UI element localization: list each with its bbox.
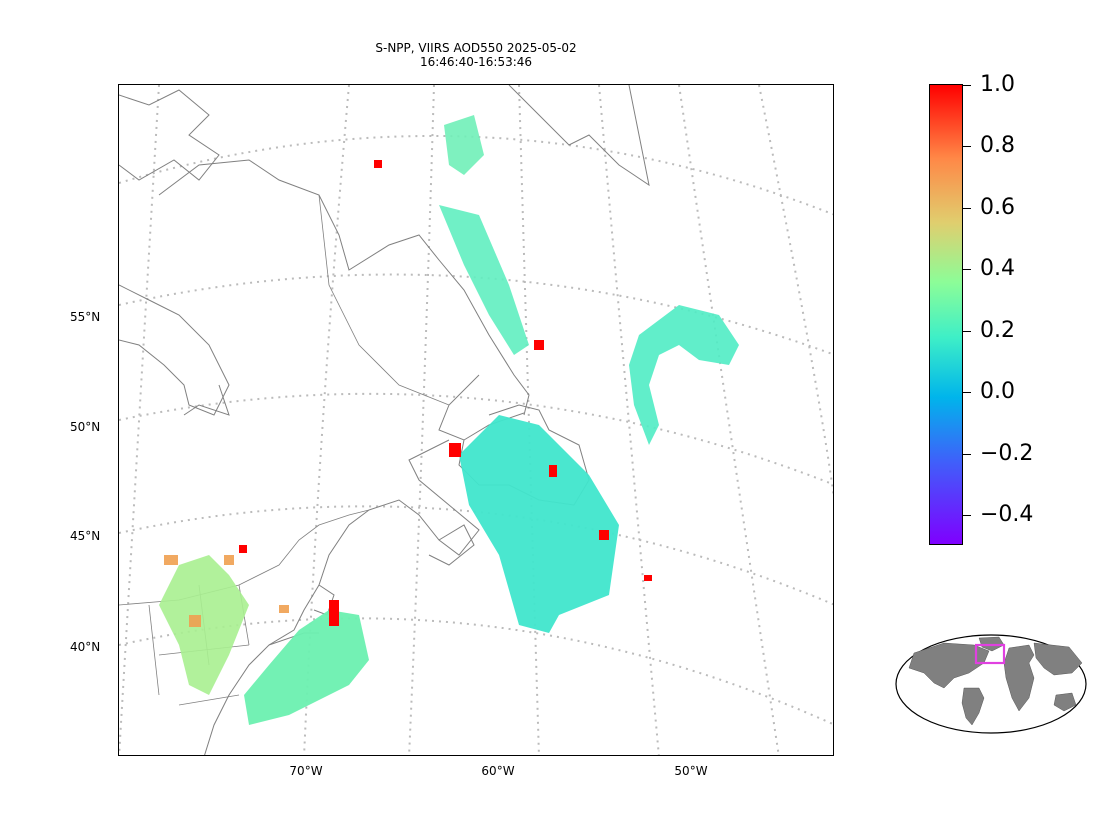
- locator-box: [974, 643, 1006, 665]
- aod-swath-west: [159, 555, 249, 695]
- quebec-labrador-border: [318, 194, 450, 406]
- new-england-coast: [204, 509, 370, 755]
- aod-hotspot-south-1: [644, 575, 652, 581]
- aod-patch-west-1: [164, 555, 178, 565]
- lon-label-70: 70°W: [289, 764, 323, 778]
- colorbar-tick-5: [963, 331, 971, 332]
- borders: [119, 194, 450, 706]
- colorbar: [929, 84, 963, 545]
- colorbar-tick-4: [963, 269, 971, 270]
- lon-line-65: [408, 85, 435, 755]
- lat-label-40: 40°N: [70, 640, 101, 654]
- world-locator-inset: [895, 634, 1087, 734]
- colorbar-label-0.8: 0.8: [980, 133, 1015, 158]
- aod-patch-west-4: [279, 605, 289, 613]
- title-line-2: 16:46:40-16:53:46: [419, 55, 533, 69]
- colorbar-tick-6: [963, 392, 971, 393]
- greenland-coast: [508, 85, 650, 187]
- aod-strip-north: [439, 205, 529, 355]
- colorbar-tick-3: [963, 208, 971, 209]
- james-bay-coast: [183, 384, 230, 416]
- aod-hotspot-nova-scotia: [329, 600, 339, 626]
- map-panel[interactable]: [118, 84, 834, 756]
- lon-line-80: [119, 85, 160, 755]
- lon-line-60: [518, 85, 540, 755]
- map-canvas: [119, 85, 833, 755]
- lat-label-55: 55°N: [70, 310, 101, 324]
- land-south-america: [961, 687, 985, 726]
- aod-strip-greenland: [444, 115, 484, 175]
- gaspe-maritimes: [368, 439, 480, 556]
- lat-line-40: [119, 617, 833, 726]
- colorbar-tick-7: [963, 454, 971, 455]
- land-north-america: [908, 642, 990, 689]
- aod-patch-west-2: [189, 615, 201, 627]
- aod-hotspot-east-1: [549, 465, 557, 477]
- aod-hotspot-west: [239, 545, 247, 553]
- aod-hotspot-newfoundland: [449, 443, 461, 457]
- aod-high-values: [239, 160, 652, 626]
- hudson-bay-coast: [119, 89, 220, 181]
- nova-scotia: [428, 524, 475, 566]
- colorbar-label-0.6: 0.6: [980, 195, 1015, 220]
- lon-line-45: [758, 85, 833, 498]
- aod-patch-west-3: [224, 555, 234, 565]
- aod-hotspot-labrador: [534, 340, 544, 350]
- lat-label-50: 50°N: [70, 420, 101, 434]
- colorbar-label-0.0: 0.0: [980, 379, 1015, 404]
- graticule: [119, 85, 833, 755]
- aod-moderate-values: [164, 555, 289, 627]
- colorbar-label-0.2: 0.2: [980, 318, 1015, 343]
- labrador-coast: [158, 159, 530, 416]
- quebec-west-coast: [119, 284, 230, 416]
- aod-swath-gulf: [459, 415, 619, 633]
- lon-label-60: 60°W: [481, 764, 515, 778]
- lat-line-60: [119, 134, 833, 216]
- colorbar-label-minus-0.4: −0.4: [980, 502, 1034, 527]
- colorbar-tick-1: [963, 85, 971, 86]
- aod-hotspot-east-2: [599, 530, 609, 540]
- lat-label-45: 45°N: [70, 529, 101, 543]
- aod-hotspot-north: [374, 160, 382, 168]
- colorbar-tick-8: [963, 515, 971, 516]
- colorbar-label-1.0: 1.0: [980, 72, 1015, 97]
- colorbar-label-minus-0.2: −0.2: [980, 441, 1034, 466]
- land-asia: [1033, 642, 1083, 676]
- title-line-1: S-NPP, VIIRS AOD550 2025-05-02: [375, 41, 577, 55]
- us-canada-border: [119, 509, 370, 606]
- aod-swath-main: [159, 115, 739, 725]
- lon-line-50: [678, 85, 780, 755]
- colorbar-label-0.4: 0.4: [980, 256, 1015, 281]
- aod-swath-south: [244, 610, 369, 725]
- map-title: S-NPP, VIIRS AOD550 2025-05-02 16:46:40-…: [118, 41, 834, 69]
- colorbar-tick-2: [963, 146, 971, 147]
- coastlines: [119, 85, 650, 755]
- land-australia: [1053, 692, 1077, 712]
- land-europe-africa: [1003, 644, 1035, 712]
- lon-label-50: 50°W: [674, 764, 708, 778]
- aod-arc-east: [629, 305, 739, 445]
- globe-land: [908, 636, 1083, 726]
